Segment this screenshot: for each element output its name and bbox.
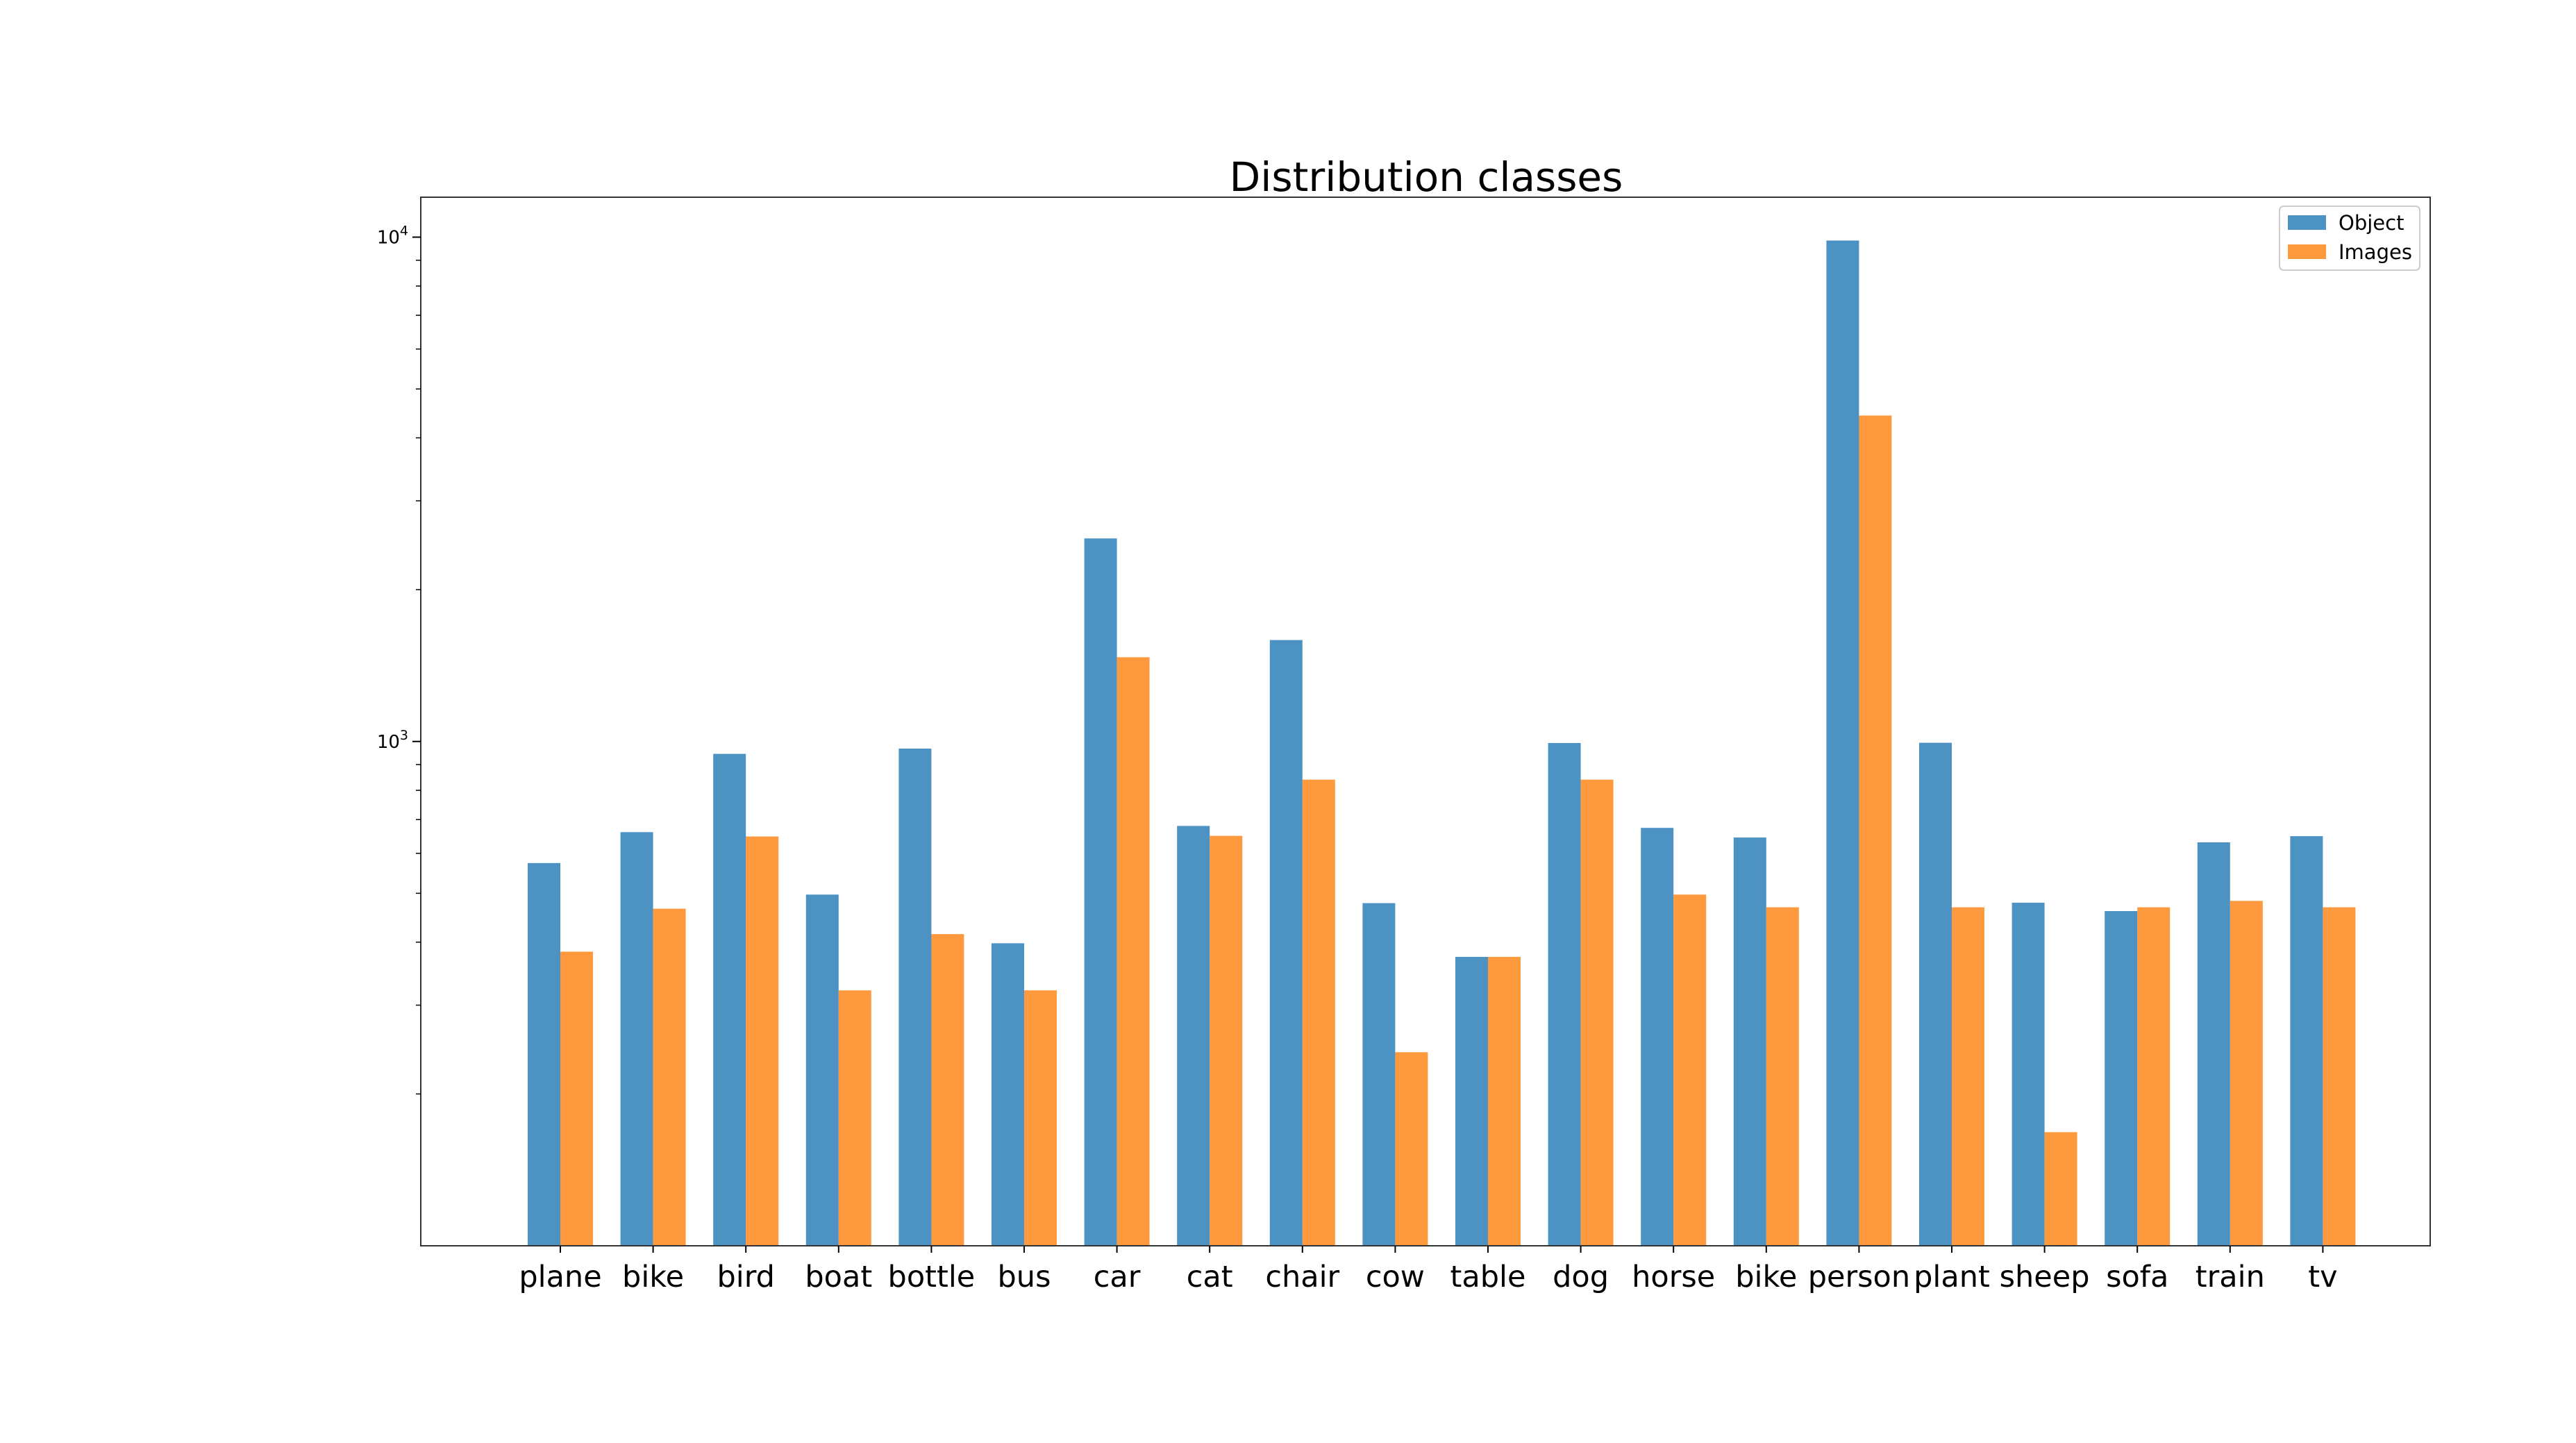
x-tick-label-horse-12: horse	[1632, 1260, 1715, 1294]
bar-object-bird-2	[713, 753, 746, 1246]
bar-images-bottle-4	[931, 934, 964, 1246]
bar-images-cat-7	[1210, 835, 1243, 1246]
x-tick-label-car-6: car	[1094, 1260, 1141, 1294]
chart-title: Distribution classes	[1230, 153, 1623, 201]
y-tick-label-0: 103	[377, 728, 408, 753]
bar-images-table-10	[1488, 956, 1521, 1246]
x-tick-label-plane-0: plane	[519, 1260, 601, 1294]
bar-images-person-14	[1859, 415, 1892, 1246]
x-tick-label-bird-2: bird	[717, 1260, 774, 1294]
x-tick-label-plant-15: plant	[1914, 1260, 1990, 1294]
bar-object-horse-12	[1641, 828, 1674, 1246]
bar-object-bus-5	[992, 943, 1024, 1246]
x-tick-label-cat-7: cat	[1187, 1260, 1233, 1294]
x-tick-label-bus-5: bus	[998, 1260, 1051, 1294]
bar-images-horse-12	[1673, 894, 1707, 1246]
bar-object-tv-19	[2290, 836, 2323, 1246]
bar-object-boat-3	[805, 894, 839, 1246]
axes-frame	[420, 197, 2431, 1246]
x-tick-label-boat-3: boat	[805, 1260, 872, 1294]
bar-object-cow-9	[1362, 903, 1396, 1246]
x-tick-label-bike-13: bike	[1735, 1260, 1797, 1294]
x-tick-label-table-10: table	[1450, 1260, 1526, 1294]
bar-images-car-6	[1116, 657, 1150, 1246]
x-tick-label-sheep-16: sheep	[2000, 1260, 2090, 1294]
bar-images-boat-3	[838, 990, 871, 1246]
x-tick-label-train-18: train	[2196, 1260, 2265, 1294]
bar-images-train-18	[2230, 901, 2263, 1246]
bar-images-bus-5	[1024, 990, 1057, 1246]
axes-layer: 103 104 plane bike bird boat bottle bus car cat ch…	[377, 197, 2431, 1294]
bar-object-bike-1	[620, 832, 653, 1246]
bar-images-bike-13	[1766, 907, 1799, 1246]
bar-images-bird-2	[746, 836, 779, 1246]
bar-object-chair-8	[1269, 640, 1303, 1246]
x-tick-label-person-14: person	[1808, 1260, 1910, 1294]
bar-object-train-18	[2197, 842, 2230, 1246]
bar-object-bike-13	[1733, 837, 1766, 1246]
bar-images-sheep-16	[2044, 1132, 2077, 1246]
bar-images-chair-8	[1302, 779, 1335, 1246]
bar-images-tv-19	[2323, 907, 2356, 1246]
legend-swatch-images	[2288, 244, 2326, 259]
bar-images-dog-11	[1580, 779, 1614, 1246]
bar-images-sofa-17	[2137, 907, 2171, 1246]
x-tick-label-bottle-4: bottle	[888, 1260, 976, 1294]
bar-images-plane-0	[560, 951, 593, 1246]
x-tick-label-cow-9: cow	[1366, 1260, 1425, 1294]
x-tick-label-dog-11: dog	[1553, 1260, 1609, 1294]
y-tick-label-1: 104	[377, 224, 408, 249]
x-tick-label-sofa-17: sofa	[2106, 1260, 2168, 1294]
bar-object-table-10	[1455, 956, 1488, 1246]
x-tick-label-chair-8: chair	[1265, 1260, 1339, 1294]
bar-images-cow-9	[1395, 1052, 1428, 1246]
x-tick-label-tv-19: tv	[2308, 1260, 2337, 1294]
legend-label-object: Object	[2339, 211, 2404, 235]
legend-swatch-object	[2288, 215, 2326, 230]
bar-object-person-14	[1826, 240, 1859, 1246]
bar-images-bike-1	[653, 908, 686, 1246]
bar-object-plant-15	[1919, 742, 1952, 1246]
bar-object-bottle-4	[898, 749, 932, 1246]
bar-object-sofa-17	[2105, 910, 2138, 1246]
bar-images-plant-15	[1952, 907, 1984, 1246]
bar-object-plane-0	[528, 862, 560, 1246]
bar-object-cat-7	[1177, 826, 1210, 1246]
bar-object-sheep-16	[2012, 902, 2045, 1246]
bars-layer	[528, 240, 2356, 1246]
legend: Object Images	[2279, 206, 2420, 271]
legend-label-images: Images	[2339, 240, 2412, 264]
bar-object-car-6	[1084, 538, 1117, 1246]
x-tick-label-bike-1: bike	[622, 1260, 684, 1294]
bar-object-dog-11	[1548, 742, 1581, 1246]
